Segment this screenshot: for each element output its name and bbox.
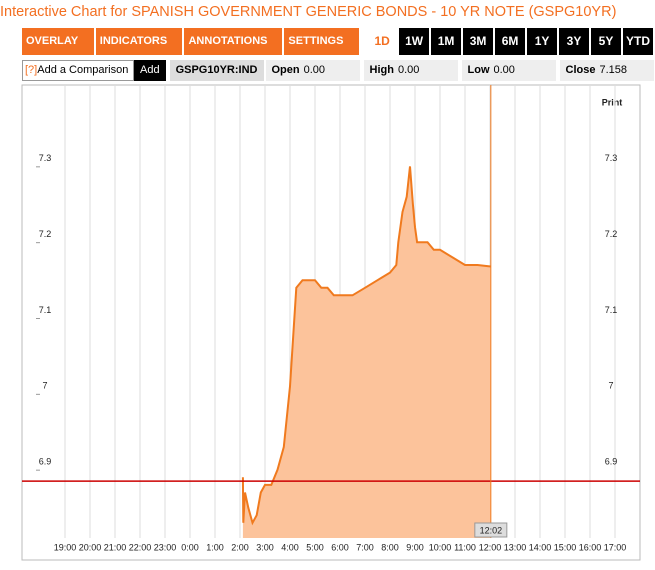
x-tick-label: 16:00 <box>579 542 602 552</box>
toolbar: OVERLAY ▼INDICATORS ▼ANNOTATIONS ▼SETTIN… <box>22 28 655 74</box>
range-button[interactable]: 1M <box>431 28 462 55</box>
page-title: Interactive Chart for SPANISH GOVERNMENT… <box>0 4 617 20</box>
menu-label: SETTINGS <box>288 35 344 47</box>
quote-row: [?]Add a Comparison Add GSPG10YR:IND Ope… <box>22 60 655 81</box>
x-tick-label: 4:00 <box>281 542 299 552</box>
y-tick-label: 7.3 <box>39 153 52 163</box>
comparison-input[interactable]: [?]Add a Comparison <box>22 60 134 81</box>
x-tick-label: 6:00 <box>331 542 349 552</box>
field-label: Close <box>565 64 596 76</box>
x-tick-label: 3:00 <box>256 542 274 552</box>
symbol: GSPG10YR:IND <box>169 60 264 81</box>
x-tick-label: 5:00 <box>306 542 324 552</box>
x-tick-label: 17:00 <box>604 542 627 552</box>
range-button[interactable]: 3Y <box>559 28 590 55</box>
range-button[interactable]: 6M <box>495 28 526 55</box>
x-tick-label: 11:00 <box>454 542 476 552</box>
field-label: Open <box>271 64 300 76</box>
area-fill <box>242 166 491 538</box>
quote-field: Open 0.00 <box>265 60 360 81</box>
x-tick-label: 8:00 <box>381 542 399 552</box>
field-value: 0.00 <box>303 64 326 76</box>
quote-field: Close 7.158 <box>559 60 654 81</box>
menu-arrow: ▼ <box>26 62 37 74</box>
menu-label: ANNOTATIONS <box>188 35 268 47</box>
y-tick-label: 7 <box>42 381 47 391</box>
current-time-label: 12:02 <box>480 525 503 535</box>
x-tick-label: 12:00 <box>479 542 502 552</box>
field-label: Low <box>467 64 490 76</box>
menu-label: INDICATORS <box>99 35 168 47</box>
add-button[interactable]: Add <box>134 60 166 81</box>
x-tick-label: 1:00 <box>206 542 224 552</box>
x-tick-label: 9:00 <box>406 542 424 552</box>
menu-arrow: ▼ <box>99 62 111 74</box>
y-tick-label-right: 7.3 <box>605 153 618 163</box>
x-tick-label: 2:00 <box>231 542 249 552</box>
y-tick-label: 7.1 <box>39 305 52 315</box>
x-tick-label: 19:00 <box>54 542 77 552</box>
menu-button[interactable]: INDICATORS ▼ <box>95 28 183 74</box>
x-tick-label: 23:00 <box>154 542 177 552</box>
y-tick-label-right: 7 <box>608 381 613 391</box>
price-line <box>241 166 491 526</box>
x-tick-label: 21:00 <box>104 542 127 552</box>
x-tick-label: 7:00 <box>356 542 374 552</box>
range-button[interactable]: 1Y <box>527 28 558 55</box>
x-tick-label: 20:00 <box>79 542 102 552</box>
range-button[interactable]: YTD <box>623 28 653 55</box>
x-tick-label: 13:00 <box>504 542 527 552</box>
quote-field: Low 0.00 <box>461 60 556 81</box>
field-value: 0.00 <box>397 64 420 76</box>
placeholder: Add a Comparison <box>37 64 129 76</box>
x-tick-label: 10:00 <box>429 542 452 552</box>
field-value: 0.00 <box>493 64 515 76</box>
range-button[interactable]: 3M <box>463 28 494 55</box>
x-tick-label: 15:00 <box>554 542 577 552</box>
x-tick-label: 22:00 <box>129 542 152 552</box>
y-tick-label: 6.9 <box>39 457 52 467</box>
current-time-box <box>474 522 508 538</box>
field-label: High <box>369 64 394 76</box>
plot-frame <box>21 84 641 561</box>
quote-field: High 0.00 <box>363 60 458 81</box>
x-tick-label: 14:00 <box>529 542 552 552</box>
range-button[interactable]: 5Y <box>591 28 621 55</box>
print-link[interactable]: Print <box>602 97 623 107</box>
range-button[interactable]: 1W <box>399 28 430 55</box>
range-button[interactable]: 1D <box>367 28 398 55</box>
help[interactable]: [?] <box>25 64 38 76</box>
y-tick-label-right: 6.9 <box>605 457 618 467</box>
x-tick-label: 0:00 <box>181 542 199 552</box>
y-tick-label-right: 7.1 <box>605 305 618 315</box>
menu-button[interactable]: OVERLAY ▼ <box>22 28 94 74</box>
field-value: 7.158 <box>599 64 627 76</box>
y-tick-label-right: 7.2 <box>605 229 618 239</box>
y-tick-label: 7.2 <box>39 229 52 239</box>
menu-label: OVERLAY <box>26 35 78 47</box>
